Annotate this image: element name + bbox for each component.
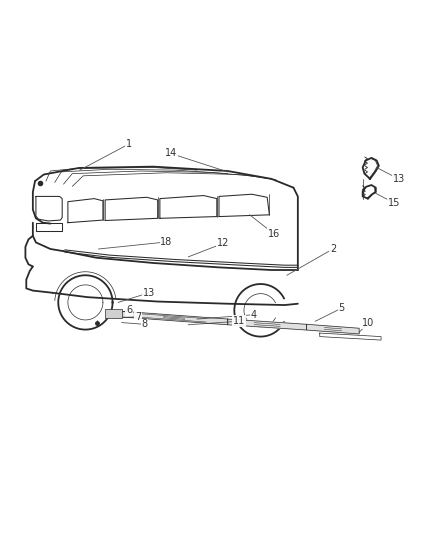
Text: 6: 6 xyxy=(126,305,132,316)
Text: 16: 16 xyxy=(268,229,280,239)
Text: 7: 7 xyxy=(135,312,141,322)
Text: 5: 5 xyxy=(339,303,345,313)
Text: 1: 1 xyxy=(126,139,132,149)
Polygon shape xyxy=(228,319,307,330)
Text: 4: 4 xyxy=(251,310,257,320)
Text: 15: 15 xyxy=(388,198,400,208)
Text: 13: 13 xyxy=(392,174,405,184)
Text: 8: 8 xyxy=(141,319,148,329)
Polygon shape xyxy=(105,309,122,318)
Text: 2: 2 xyxy=(330,244,336,254)
Polygon shape xyxy=(307,324,359,334)
Text: 10: 10 xyxy=(362,318,374,328)
Polygon shape xyxy=(120,311,228,325)
Text: 12: 12 xyxy=(217,238,230,248)
Text: 14: 14 xyxy=(165,149,177,158)
Text: 13: 13 xyxy=(143,288,155,298)
Text: 18: 18 xyxy=(160,237,173,247)
Text: 11: 11 xyxy=(233,316,245,326)
